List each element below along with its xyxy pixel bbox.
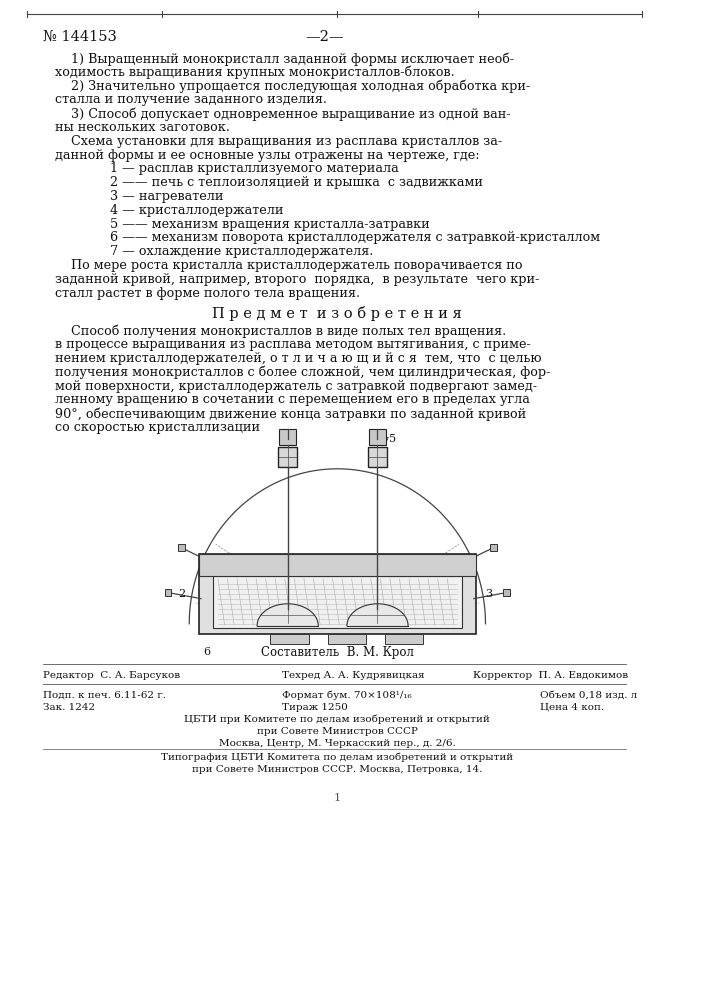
- Text: 7 — охлаждение кристаллодержателя.: 7 — охлаждение кристаллодержателя.: [110, 245, 373, 258]
- Text: 3 — нагреватели: 3 — нагреватели: [110, 190, 223, 203]
- Text: ЦБТИ при Комитете по делам изобретений и открытий: ЦБТИ при Комитете по делам изобретений и…: [185, 715, 490, 724]
- Text: Способ получения монокристаллов в виде полых тел вращения.: Способ получения монокристаллов в виде п…: [55, 324, 507, 338]
- Text: 2 —— печь с теплоизоляцией и крышка  с задвижками: 2 —— печь с теплоизоляцией и крышка с за…: [110, 176, 483, 189]
- Bar: [271, 634, 309, 644]
- Text: мой поверхности, кристаллодержатель с затравкой подвергают замед-: мой поверхности, кристаллодержатель с за…: [55, 380, 537, 393]
- Text: Москва, Центр, М. Черкасский пер., д. 2/6.: Москва, Центр, М. Черкасский пер., д. 2/…: [219, 739, 456, 748]
- Text: Зак. 1242: Зак. 1242: [43, 703, 95, 712]
- Text: По мере роста кристалла кристаллодержатель поворачивается по: По мере роста кристалла кристаллодержате…: [55, 259, 523, 272]
- Text: 6: 6: [204, 647, 211, 657]
- Text: ленному вращению в сочетании с перемещением его в пределах угла: ленному вращению в сочетании с перемещен…: [55, 393, 530, 406]
- Text: Составитель  В. М. Крол: Составитель В. М. Крол: [261, 646, 414, 659]
- Text: П р е д м е т  и з о б р е т е н и я: П р е д м е т и з о б р е т е н и я: [213, 306, 462, 321]
- Text: 3: 3: [486, 589, 493, 599]
- Text: 1 — расплав кристаллизуемого материала: 1 — расплав кристаллизуемого материала: [110, 162, 399, 175]
- Text: 5: 5: [389, 434, 396, 444]
- Text: Тираж 1250: Тираж 1250: [282, 703, 349, 712]
- Text: 1) Выращенный монокристалл заданной формы исключает необ-: 1) Выращенный монокристалл заданной форм…: [55, 52, 515, 66]
- Text: —2—: —2—: [305, 30, 344, 44]
- Text: сталла и получение заданного изделия.: сталла и получение заданного изделия.: [55, 93, 327, 106]
- Text: заданной кривой, например, второго  порядка,  в результате  чего кри-: заданной кривой, например, второго поряд…: [55, 273, 540, 286]
- Bar: [368, 447, 387, 467]
- Text: № 144153: № 144153: [43, 30, 117, 44]
- Bar: [278, 447, 297, 467]
- Bar: [328, 634, 366, 644]
- Bar: [178, 544, 185, 551]
- Text: 1: 1: [334, 793, 341, 803]
- Text: 2) Значительно упрощается последующая холодная обработка кри-: 2) Значительно упрощается последующая хо…: [55, 80, 531, 93]
- Text: 7: 7: [382, 437, 389, 446]
- Text: ходимость выращивания крупных монокристаллов-блоков.: ходимость выращивания крупных монокриста…: [55, 66, 455, 79]
- Text: 90°, обеспечивающим движение конца затравки по заданной кривой: 90°, обеспечивающим движение конца затра…: [55, 407, 527, 421]
- Bar: [165, 589, 171, 596]
- Text: Техред А. А. Кудрявицкая: Техред А. А. Кудрявицкая: [282, 671, 425, 680]
- Text: 3) Способ допускает одновременное выращивание из одной ван-: 3) Способ допускает одновременное выращи…: [55, 107, 511, 121]
- Bar: [279, 429, 296, 445]
- Text: 7: 7: [280, 437, 287, 447]
- Text: при Совете Министров СССР: при Совете Министров СССР: [257, 727, 418, 736]
- Bar: [213, 576, 462, 628]
- Bar: [503, 589, 510, 596]
- Bar: [490, 544, 496, 551]
- Text: получения монокристаллов с более сложной, чем цилиндрическая, фор-: получения монокристаллов с более сложной…: [55, 366, 551, 379]
- Text: Подп. к печ. 6.11-62 г.: Подп. к печ. 6.11-62 г.: [43, 691, 166, 700]
- Text: сталл растет в форме полого тела вращения.: сталл растет в форме полого тела вращени…: [55, 287, 361, 300]
- Text: Цена 4 коп.: Цена 4 коп.: [540, 703, 604, 712]
- Bar: [385, 634, 423, 644]
- Text: в процессе выращивания из расплава методом вытягивания, с приме-: в процессе выращивания из расплава метод…: [55, 338, 531, 351]
- Bar: [199, 554, 476, 634]
- Text: Корректор  П. А. Евдокимов: Корректор П. А. Евдокимов: [473, 671, 629, 680]
- Text: 5 —— механизм вращения кристалла-затравки: 5 —— механизм вращения кристалла-затравк…: [110, 218, 430, 231]
- Text: 4: 4: [385, 562, 392, 572]
- Bar: [369, 429, 386, 445]
- Text: со скоростью кристаллизации: со скоростью кристаллизации: [55, 421, 261, 434]
- Text: Типография ЦБТИ Комитета по делам изобретений и открытий: Типография ЦБТИ Комитета по делам изобре…: [161, 753, 513, 762]
- Text: Схема установки для выращивания из расплава кристаллов за-: Схема установки для выращивания из распл…: [55, 135, 503, 148]
- Text: данной формы и ее основные узлы отражены на чертеже, где:: данной формы и ее основные узлы отражены…: [55, 149, 480, 162]
- Text: Редактор  С. А. Барсуков: Редактор С. А. Барсуков: [43, 671, 180, 680]
- Text: при Совете Министров СССР. Москва, Петровка, 14.: при Совете Министров СССР. Москва, Петро…: [192, 765, 483, 774]
- Text: Формат бум. 70×108¹/₁₆: Формат бум. 70×108¹/₁₆: [282, 691, 411, 700]
- Text: Объем 0,18 изд. л: Объем 0,18 изд. л: [540, 691, 637, 700]
- Text: 4 — кристаллодержатели: 4 — кристаллодержатели: [110, 204, 284, 217]
- Text: 6 —— механизм поворота кристаллодержателя с затравкой-кристаллом: 6 —— механизм поворота кристаллодержател…: [110, 231, 600, 244]
- Text: 2: 2: [177, 589, 185, 599]
- Bar: [199, 554, 476, 576]
- Text: нением кристаллодержателей, о т л и ч а ю щ и й с я  тем, что  с целью: нением кристаллодержателей, о т л и ч а …: [55, 352, 542, 365]
- Text: 1: 1: [318, 614, 325, 624]
- Text: ны нескольких заготовок.: ны нескольких заготовок.: [55, 121, 230, 134]
